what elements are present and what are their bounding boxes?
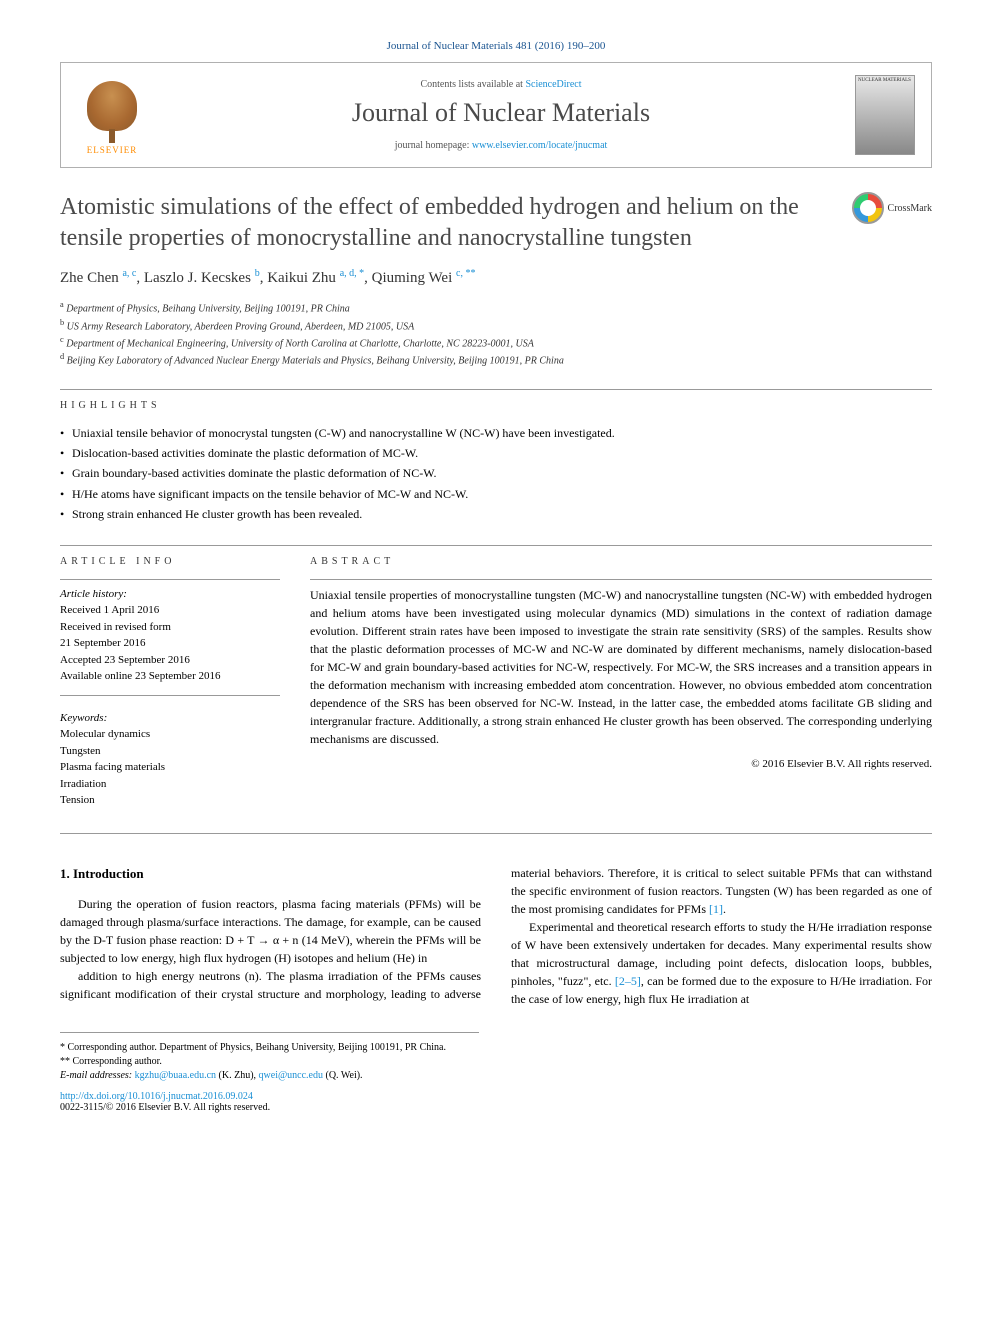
corresponding-author-note: * Corresponding author. Department of Ph… — [60, 1041, 479, 1055]
keywords-label: Keywords: — [60, 710, 280, 727]
email-link[interactable]: qwei@uncc.edu — [259, 1070, 323, 1081]
crossmark-label: CrossMark — [888, 203, 932, 214]
page-container: Journal of Nuclear Materials 481 (2016) … — [0, 0, 992, 1153]
keyword-item: Irradiation — [60, 776, 280, 793]
authors-line: Zhe Chen a, c, Laszlo J. Kecskes b, Kaik… — [60, 268, 932, 287]
abstract-column: ABSTRACT Uniaxial tensile properties of … — [310, 556, 932, 809]
affiliations: a Department of Physics, Beihang Univers… — [60, 299, 932, 368]
body-paragraph: During the operation of fusion reactors,… — [60, 895, 481, 967]
homepage-link[interactable]: www.elsevier.com/locate/jnucmat — [472, 140, 607, 151]
email-link[interactable]: kgzhu@buaa.edu.cn — [135, 1070, 216, 1081]
crossmark-icon — [852, 192, 884, 224]
highlight-item: Uniaxial tensile behavior of monocrystal… — [60, 423, 932, 443]
journal-name: Journal of Nuclear Materials — [147, 98, 855, 128]
divider — [60, 389, 932, 390]
highlight-item: Strong strain enhanced He cluster growth… — [60, 504, 932, 524]
highlights-label: HIGHLIGHTS — [60, 400, 932, 411]
publisher-name: ELSEVIER — [87, 145, 138, 155]
sciencedirect-link[interactable]: ScienceDirect — [525, 79, 581, 90]
affiliation-line: a Department of Physics, Beihang Univers… — [60, 299, 932, 316]
citation-link[interactable]: [1] — [709, 902, 723, 916]
email-name: (Q. Wei). — [323, 1070, 363, 1081]
issn-copyright: 0022-3115/© 2016 Elsevier B.V. All right… — [60, 1102, 932, 1113]
journal-reference: Journal of Nuclear Materials 481 (2016) … — [60, 40, 932, 52]
journal-header-box: ELSEVIER Contents lists available at Sci… — [60, 62, 932, 168]
affiliation-line: b US Army Research Laboratory, Aberdeen … — [60, 317, 932, 334]
keyword-item: Molecular dynamics — [60, 726, 280, 743]
affiliation-line: c Department of Mechanical Engineering, … — [60, 334, 932, 351]
journal-cover-thumbnail: NUCLEAR MATERIALS — [855, 75, 915, 155]
body-text: . — [723, 902, 726, 916]
history-line: Accepted 23 September 2016 — [60, 652, 280, 669]
divider — [60, 695, 280, 696]
header-center: Contents lists available at ScienceDirec… — [147, 79, 855, 151]
highlight-item: Dislocation-based activities dominate th… — [60, 443, 932, 463]
article-info-label: ARTICLE INFO — [60, 556, 280, 567]
publisher-logo: ELSEVIER — [77, 75, 147, 155]
history-line: Received in revised form — [60, 619, 280, 636]
history-line: Received 1 April 2016 — [60, 602, 280, 619]
affiliation-line: d Beijing Key Laboratory of Advanced Nuc… — [60, 351, 932, 368]
divider — [60, 579, 280, 580]
email-name: (K. Zhu), — [216, 1070, 259, 1081]
keywords-block: Keywords: Molecular dynamicsTungstenPlas… — [60, 710, 280, 809]
article-history: Article history: Received 1 April 2016Re… — [60, 586, 280, 685]
elsevier-tree-icon — [87, 81, 137, 131]
keyword-item: Tungsten — [60, 743, 280, 760]
body-columns: 1. Introduction During the operation of … — [60, 864, 932, 1008]
doi-link[interactable]: http://dx.doi.org/10.1016/j.jnucmat.2016… — [60, 1091, 253, 1102]
email-label: E-mail addresses: — [60, 1070, 132, 1081]
doi-block: http://dx.doi.org/10.1016/j.jnucmat.2016… — [60, 1091, 932, 1113]
highlight-item: H/He atoms have significant impacts on t… — [60, 484, 932, 504]
divider — [310, 579, 932, 580]
info-abstract-row: ARTICLE INFO Article history: Received 1… — [60, 556, 932, 809]
history-label: Article history: — [60, 586, 280, 603]
abstract-label: ABSTRACT — [310, 556, 932, 567]
keyword-item: Tension — [60, 792, 280, 809]
homepage-line: journal homepage: www.elsevier.com/locat… — [147, 140, 855, 151]
body-section: 1. Introduction During the operation of … — [60, 864, 932, 1008]
body-paragraph: Experimental and theoretical research ef… — [511, 918, 932, 1008]
highlight-item: Grain boundary-based activities dominate… — [60, 463, 932, 483]
divider — [60, 833, 932, 834]
history-line: Available online 23 September 2016 — [60, 668, 280, 685]
keyword-item: Plasma facing materials — [60, 759, 280, 776]
contents-prefix: Contents lists available at — [420, 79, 525, 90]
homepage-prefix: journal homepage: — [395, 140, 472, 151]
history-line: 21 September 2016 — [60, 635, 280, 652]
contents-lists-line: Contents lists available at ScienceDirec… — [147, 79, 855, 90]
abstract-text: Uniaxial tensile properties of monocryst… — [310, 586, 932, 748]
article-info-column: ARTICLE INFO Article history: Received 1… — [60, 556, 280, 809]
footnotes: * Corresponding author. Department of Ph… — [60, 1032, 479, 1083]
highlights-list: Uniaxial tensile behavior of monocrystal… — [60, 423, 932, 525]
title-row: Atomistic simulations of the effect of e… — [60, 192, 932, 254]
corresponding-author-note: ** Corresponding author. — [60, 1055, 479, 1069]
crossmark-badge[interactable]: CrossMark — [852, 192, 932, 224]
divider — [60, 545, 932, 546]
article-title: Atomistic simulations of the effect of e… — [60, 192, 852, 254]
abstract-copyright: © 2016 Elsevier B.V. All rights reserved… — [310, 758, 932, 770]
section-heading-intro: 1. Introduction — [60, 864, 481, 884]
email-line: E-mail addresses: kgzhu@buaa.edu.cn (K. … — [60, 1069, 479, 1083]
citation-link[interactable]: [2–5] — [615, 974, 641, 988]
